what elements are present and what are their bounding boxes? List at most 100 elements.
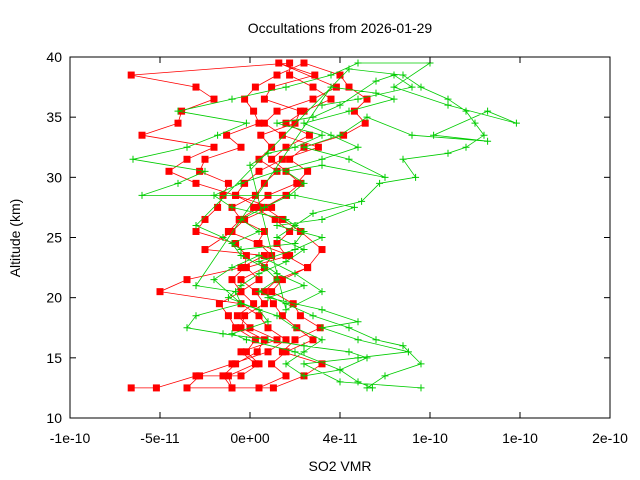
data-point-square xyxy=(304,167,312,175)
data-point-plus xyxy=(399,155,407,163)
data-point-square xyxy=(304,264,312,272)
data-point-plus xyxy=(228,203,236,211)
data-point-plus xyxy=(300,282,308,290)
data-point-plus xyxy=(214,131,222,139)
chart-title: Occultations from 2026-01-29 xyxy=(248,20,433,36)
data-point-plus xyxy=(345,324,353,332)
data-point-plus xyxy=(291,143,299,151)
data-point-plus xyxy=(264,149,272,157)
data-point-square xyxy=(232,240,240,248)
data-point-plus xyxy=(237,300,245,308)
data-point-square xyxy=(268,143,276,151)
data-point-plus xyxy=(358,197,366,205)
data-point-plus xyxy=(273,270,281,278)
data-point-plus xyxy=(174,107,182,115)
data-point-plus xyxy=(354,143,362,151)
data-point-square xyxy=(332,83,340,91)
data-point-plus xyxy=(372,89,380,97)
data-point-square xyxy=(127,384,135,392)
data-point-square xyxy=(232,360,240,368)
data-point-square xyxy=(260,227,268,235)
data-point-plus xyxy=(354,378,362,386)
data-point-plus xyxy=(336,101,344,109)
data-point-plus xyxy=(273,312,281,320)
y-tick-label: 30 xyxy=(46,169,62,185)
data-point-plus xyxy=(354,336,362,344)
data-point-square xyxy=(251,83,259,91)
data-point-plus xyxy=(273,167,281,175)
data-point-square xyxy=(223,131,231,139)
data-point-square xyxy=(214,203,222,211)
data-point-square xyxy=(192,227,200,235)
data-point-plus xyxy=(408,131,416,139)
data-point-plus xyxy=(318,131,326,139)
data-point-square xyxy=(215,300,223,308)
data-point-square xyxy=(309,83,317,91)
x-tick-label: 1e-10 xyxy=(412,430,448,446)
data-point-square xyxy=(138,131,146,139)
data-point-plus xyxy=(309,209,317,217)
data-point-plus xyxy=(327,131,335,139)
data-point-square xyxy=(250,107,258,115)
data-point-square xyxy=(311,71,319,79)
data-point-square xyxy=(327,95,335,103)
data-point-square xyxy=(250,300,258,308)
data-point-plus xyxy=(336,366,344,374)
data-point-square xyxy=(260,288,268,296)
data-point-plus xyxy=(192,282,200,290)
data-point-square xyxy=(253,348,261,356)
data-point-plus xyxy=(399,71,407,79)
data-point-square xyxy=(286,71,294,79)
data-point-plus xyxy=(282,83,290,91)
data-point-plus xyxy=(300,348,308,356)
data-point-plus xyxy=(300,342,308,350)
data-point-square xyxy=(318,360,326,368)
data-point-square xyxy=(152,384,160,392)
data-point-plus xyxy=(228,240,236,248)
y-axis-label: Altitude (km) xyxy=(7,199,23,278)
data-point-plus xyxy=(318,324,326,332)
data-point-square xyxy=(278,155,286,163)
data-point-square xyxy=(260,336,268,344)
data-point-square xyxy=(286,59,294,67)
data-point-square xyxy=(271,215,279,223)
data-point-plus xyxy=(354,95,362,103)
data-point-plus xyxy=(417,360,425,368)
data-point-plus xyxy=(404,348,412,356)
data-point-square xyxy=(255,119,263,127)
data-point-plus xyxy=(462,107,470,115)
data-point-square xyxy=(305,131,313,139)
data-point-square xyxy=(273,336,281,344)
data-point-plus xyxy=(264,318,272,326)
data-point-square xyxy=(278,312,286,320)
data-point-square xyxy=(264,324,272,332)
data-point-plus xyxy=(318,288,326,296)
data-point-square xyxy=(201,246,209,254)
y-tick-label: 15 xyxy=(46,350,62,366)
data-point-plus xyxy=(345,107,353,115)
data-point-plus xyxy=(363,113,371,121)
data-point-square xyxy=(282,143,290,151)
data-point-plus xyxy=(286,191,294,199)
data-point-square xyxy=(309,95,317,103)
data-point-square xyxy=(269,384,277,392)
data-point-plus xyxy=(350,203,358,211)
data-point-plus xyxy=(309,312,317,320)
x-tick-label: 0e+00 xyxy=(230,430,270,446)
data-point-square xyxy=(255,384,263,392)
data-point-plus xyxy=(484,107,492,115)
data-point-square xyxy=(255,167,263,175)
data-point-square xyxy=(260,179,268,187)
data-point-square xyxy=(264,348,272,356)
data-point-square xyxy=(268,288,276,296)
x-tick-label: 4e-11 xyxy=(323,430,358,446)
data-point-square xyxy=(241,179,249,187)
data-point-plus xyxy=(282,306,290,314)
y-tick-label: 10 xyxy=(46,410,62,426)
data-point-square xyxy=(286,227,294,235)
data-point-square xyxy=(228,276,236,284)
data-point-square xyxy=(210,143,218,151)
data-point-plus xyxy=(255,270,263,278)
data-point-plus xyxy=(327,71,335,79)
data-point-plus xyxy=(282,360,290,368)
